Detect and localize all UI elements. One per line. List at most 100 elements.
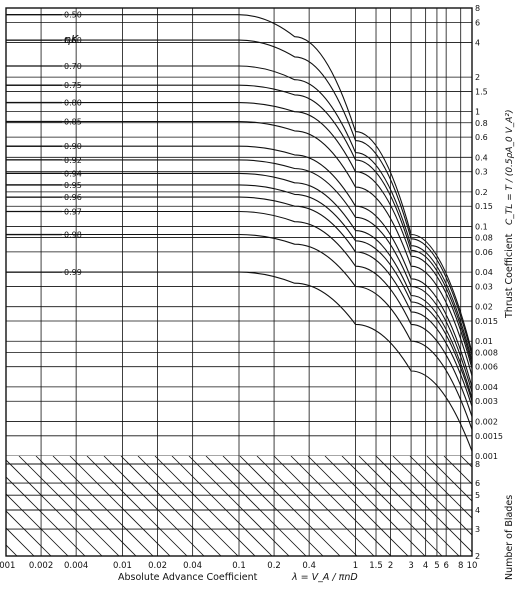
eta-label-0.50: 0.50 (64, 11, 82, 20)
blade-tick-label: 2 (475, 552, 480, 561)
blade-hatch (188, 456, 290, 556)
blade-hatch (6, 510, 52, 556)
blade-hatch (52, 456, 154, 556)
blade-hatch (426, 456, 472, 502)
y-tick-label: 0.008 (475, 348, 498, 357)
y-tick-label: 1 (475, 108, 480, 117)
blade-tick-label: 4 (475, 506, 480, 515)
x-tick-label: 0.004 (64, 561, 88, 571)
curve-eta-0.75 (6, 84, 473, 365)
x-tick-label: 0.04 (183, 561, 202, 571)
blade-hatch (6, 459, 103, 556)
eta-label-0.92: 0.92 (64, 156, 82, 165)
eta-label-0.94: 0.94 (64, 169, 82, 178)
blade-section (6, 456, 472, 556)
x-tick-label: 0.002 (29, 561, 53, 571)
blade-hatch (86, 456, 188, 556)
eta-label-0.85: 0.85 (64, 118, 82, 127)
y-tick-label: 0.004 (475, 383, 498, 392)
y-tick-labels: 8 6 4 2 1.5 1 0.8 0.6 0.4 0.3 0.2 0.15 0.1 0.08 0.06 0.… (475, 4, 503, 461)
eta-label-0.96: 0.96 (64, 193, 82, 202)
y-tick-label: 6 (475, 18, 480, 27)
x-tick-label: .001 (0, 561, 15, 571)
blade-hatch (6, 527, 35, 556)
curve-eta-0.92 (6, 159, 473, 393)
blades-axis-label: Number of Blades (504, 495, 515, 580)
x-tick-label: 4 (423, 561, 428, 571)
blade-hatch (18, 456, 120, 556)
y-tick-label: 0.06 (475, 248, 493, 257)
y-tick-label: 0.02 (475, 303, 493, 312)
blade-tick-label: 8 (475, 460, 480, 469)
plot-frame (5, 7, 473, 557)
blade-tick-labels: 8 6 5 4 3 2 (475, 460, 480, 561)
blade-tick-label: 5 (475, 491, 480, 500)
eta-label-0.60: 0.60 (64, 36, 82, 45)
blade-hatch (154, 456, 256, 556)
blade-hatch (409, 456, 472, 519)
x-tick-label: 2 (388, 561, 393, 571)
blade-hatch (171, 456, 273, 556)
y-tick-label: 0.3 (475, 168, 488, 177)
y-tick-label: 0.015 (475, 317, 498, 326)
x-tick-label: 1.5 (369, 561, 383, 571)
eta-label-0.75: 0.75 (64, 81, 82, 90)
x-tick-label: 0.02 (148, 561, 167, 571)
y-tick-label: 0.15 (475, 202, 493, 211)
x-tick-labels: .001 0.002 0.004 0.01 0.02 0.04 0.1 0.2 0.4 1 1.5 2… (0, 561, 477, 571)
blade-hatch (222, 456, 324, 556)
eta-labels: 0.50 0.60 0.70 0.75 0.80 0.85 0.90 0.92 0.94 0.95… (6, 11, 82, 277)
y-tick-label: 0.6 (475, 133, 488, 142)
curve-eta-0.60 (6, 39, 473, 356)
x-tick-label: 10 (467, 561, 478, 571)
blade-hatch (358, 456, 460, 556)
blade-hatch (103, 456, 205, 556)
blade-hatch (120, 456, 222, 556)
y-tick-label: 0.4 (475, 153, 488, 162)
blade-hatch (69, 456, 171, 556)
x-axis-formula: λ = V_A / πnD (291, 572, 358, 583)
eta-label-0.98: 0.98 (64, 231, 82, 240)
y-tick-label: 4 (475, 39, 480, 48)
y-tick-label: 0.001 (475, 452, 498, 461)
y-tick-label: 0.003 (475, 397, 498, 406)
y-tick-label: 0.8 (475, 119, 488, 128)
y-axis-label: Thrust Coefficient (504, 233, 515, 319)
y-tick-label: 0.002 (475, 417, 498, 426)
curve-eta-0.97 (6, 210, 473, 417)
x-tick-label: 0.01 (113, 561, 132, 571)
curve-eta-0.90 (6, 145, 473, 388)
eta-label-0.95: 0.95 (64, 181, 82, 190)
y-tick-label: 2 (475, 73, 480, 82)
eta-label-0.99: 0.99 (64, 268, 82, 277)
y-tick-label: 0.01 (475, 337, 493, 346)
curve-eta-0.94 (6, 172, 473, 399)
blade-hatch (273, 456, 375, 556)
eta-k-label: ηK (64, 33, 79, 46)
x-axis-label: Absolute Advance Coefficient (118, 572, 258, 583)
blade-hatch (239, 456, 341, 556)
blade-hatch (307, 456, 409, 556)
blade-tick-label: 6 (475, 479, 480, 488)
x-tick-label: 0.2 (267, 561, 281, 571)
curve-eta-0.85 (6, 120, 473, 376)
eta-label-0.80: 0.80 (64, 99, 82, 108)
x-tick-label: 3 (408, 561, 413, 571)
x-tick-label: 0.4 (302, 561, 316, 571)
y-tick-label: 0.04 (475, 268, 493, 277)
blade-hatch (290, 456, 392, 556)
eta-label-0.97: 0.97 (64, 207, 82, 216)
curve-eta-0.95 (5, 184, 473, 402)
y-tick-label: 0.2 (475, 188, 488, 197)
blade-hatch (375, 456, 472, 553)
y-tick-label: 0.08 (475, 234, 493, 243)
eta-label-0.70: 0.70 (64, 62, 82, 71)
curve-eta-0.70 (6, 65, 473, 361)
y-tick-label: 8 (475, 4, 480, 13)
blade-hatch (443, 456, 472, 485)
efficiency-curves (5, 14, 473, 452)
x-tick-label: 8 (458, 561, 463, 571)
blade-hatch (6, 493, 69, 556)
curve-eta-0.96 (6, 196, 473, 407)
